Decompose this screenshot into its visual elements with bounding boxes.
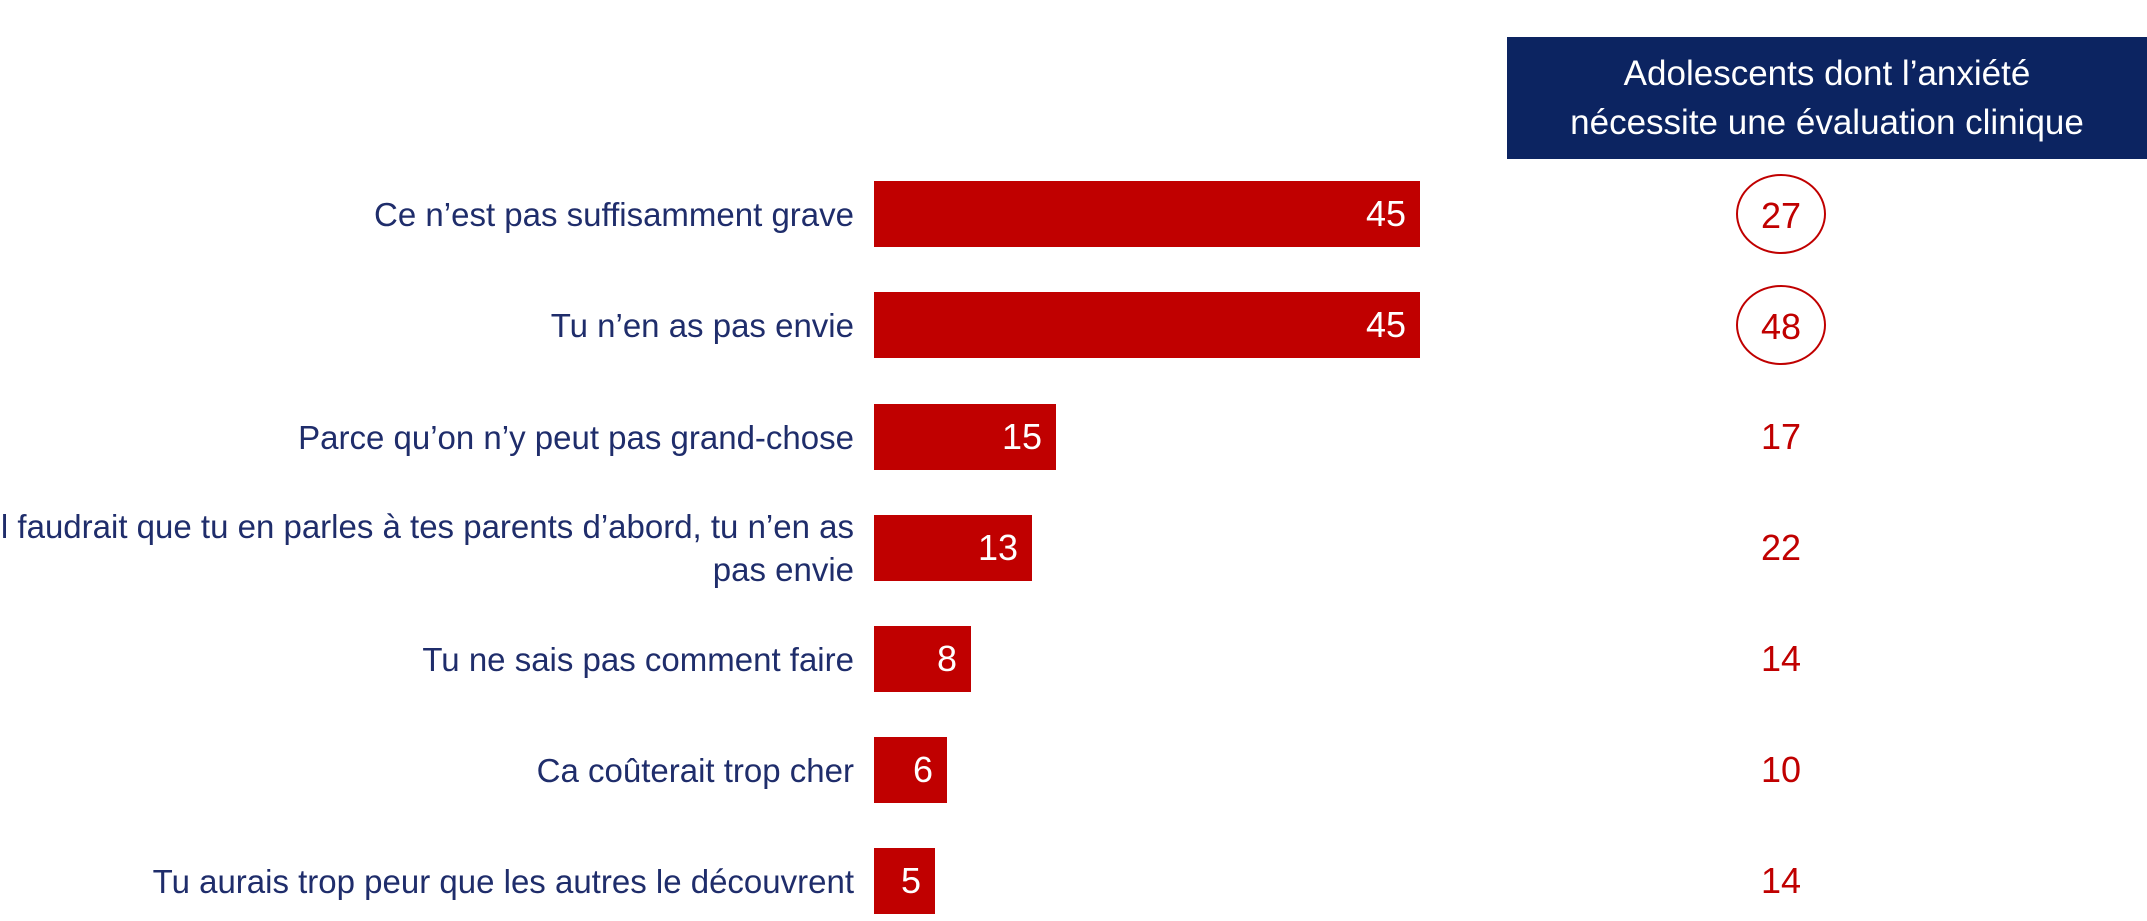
category-label: Tu n’en as pas envie	[550, 306, 854, 344]
bar-value-label: 6	[912, 749, 933, 790]
bar-value-label: 13	[977, 527, 1018, 568]
bar: 45	[874, 181, 1420, 247]
bar-value-label: 15	[1001, 416, 1042, 457]
category-label: Ce n’est pas suffisamment grave	[374, 195, 854, 233]
bar: 13	[874, 515, 1032, 581]
bar: 8	[874, 626, 971, 692]
circled-comparison-value: 27	[1736, 174, 1826, 254]
comparison-value: 17	[1760, 416, 1802, 457]
bar: 5	[874, 848, 935, 914]
comparison-column-header: Adolescents dont l’anxiété nécessite une…	[1507, 37, 2147, 159]
circled-comparison-value: 48	[1736, 285, 1826, 365]
comparison-value: 10	[1760, 749, 1802, 790]
header-line-1: Adolescents dont l’anxiété	[1623, 54, 2031, 93]
category-label: Tu ne sais pas comment faire	[422, 640, 854, 678]
category-label: Parce qu’on n’y peut pas grand-chose	[298, 418, 854, 456]
bar: 15	[874, 404, 1056, 470]
comparison-value: 14	[1760, 638, 1802, 679]
comparison-value: 22	[1760, 527, 1802, 568]
bar: 6	[874, 737, 947, 803]
bar-value-label: 8	[936, 638, 957, 679]
bar-value-label: 5	[900, 860, 921, 901]
comparison-value: 14	[1760, 860, 1802, 901]
category-label: Il faudrait que tu en parles à tes paren…	[0, 508, 854, 588]
bar-value-label: 45	[1365, 304, 1406, 345]
header-line-2: nécessite une évaluation clinique	[1570, 103, 2084, 142]
category-label: Ca coûterait trop cher	[536, 751, 854, 789]
bar-value-label: 45	[1365, 193, 1406, 234]
bar: 45	[874, 292, 1420, 358]
category-label: Tu aurais trop peur que les autres le dé…	[152, 862, 854, 900]
